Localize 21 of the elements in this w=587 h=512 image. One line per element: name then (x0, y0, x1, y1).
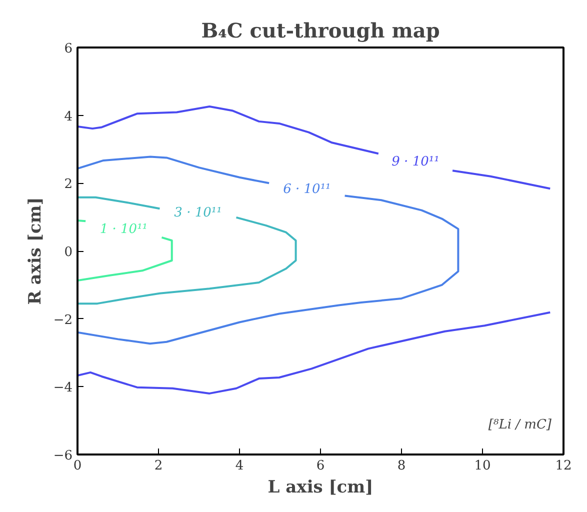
y-tick-label: −2 (53, 312, 73, 328)
chart-title: B₄C cut-through map (201, 18, 440, 42)
y-tick-label: −6 (53, 448, 73, 464)
y-tick-label: 6 (64, 42, 73, 56)
y-tick-label: 2 (64, 177, 73, 192)
x-axis-title: L axis [cm] (268, 478, 374, 498)
x-tick-label: 8 (397, 458, 406, 474)
series-label: 6 · 10¹¹ (283, 182, 331, 197)
y-tick-label: 0 (64, 245, 73, 260)
x-tick-label: 12 (555, 458, 572, 474)
x-tick-label: 2 (154, 458, 163, 474)
x-tick-label: 4 (235, 458, 244, 474)
series-label: 1 · 10¹¹ (100, 222, 148, 237)
y-tick-label: 4 (64, 109, 73, 124)
series-label: 3 · 10¹¹ (174, 206, 222, 221)
annotation: [⁸Li / mC] (488, 418, 552, 432)
series-label: 9 · 10¹¹ (392, 154, 440, 170)
x-tick-label: 6 (316, 458, 325, 474)
y-axis-title: R axis [cm] (25, 197, 46, 305)
x-tick-label: 10 (474, 458, 491, 474)
y-tick-label: −4 (53, 380, 73, 396)
